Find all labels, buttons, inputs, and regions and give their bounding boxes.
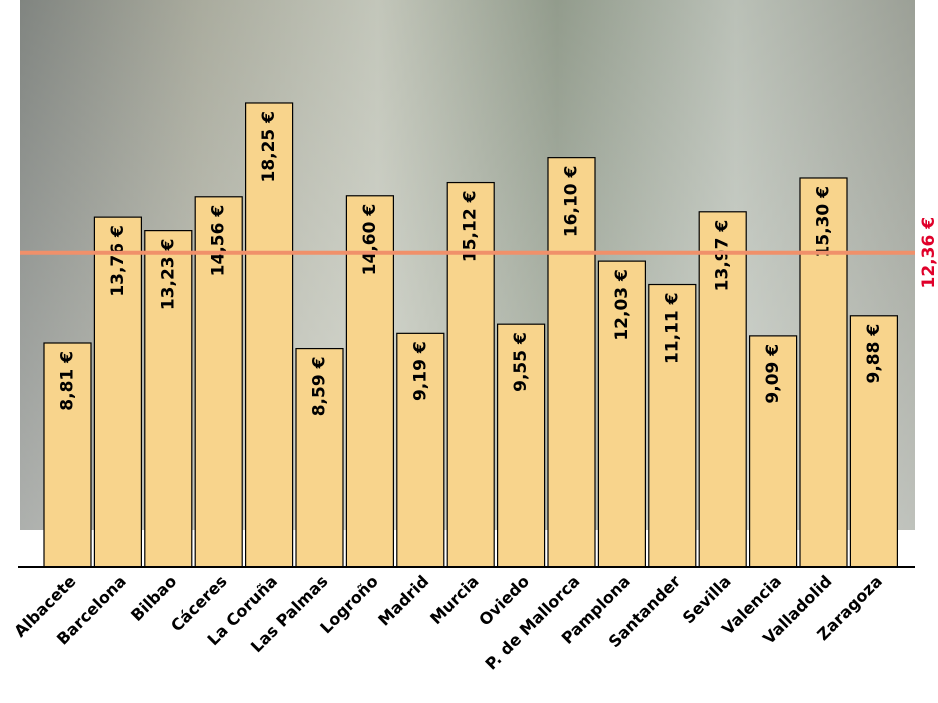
value-label: 13,97 € xyxy=(713,220,733,292)
value-label: 9,19 € xyxy=(410,341,430,401)
value-label: 18,25 € xyxy=(259,111,279,183)
value-label: 9,88 € xyxy=(864,324,884,384)
value-label: 12,03 € xyxy=(612,269,632,341)
chart: 8,81 €Albacete13,76 €Barcelona13,23 €Bil… xyxy=(0,0,938,703)
value-label: 13,23 € xyxy=(158,239,178,311)
value-label: 13,76 € xyxy=(108,225,128,297)
value-label: 9,09 € xyxy=(763,344,783,404)
value-label: 11,11 € xyxy=(662,293,682,365)
value-label: 9,55 € xyxy=(511,332,531,392)
x-tick-label: Madrid xyxy=(374,572,432,630)
value-label: 8,81 € xyxy=(58,351,78,411)
value-label: 8,59 € xyxy=(310,357,330,417)
value-label: 14,60 € xyxy=(360,204,380,276)
value-label: 16,10 € xyxy=(562,166,582,238)
value-label: 14,56 € xyxy=(209,205,229,277)
reference-label: 12,36 € xyxy=(919,217,938,289)
x-tick-label: Murcia xyxy=(426,572,483,629)
value-label: 15,30 € xyxy=(814,186,834,258)
